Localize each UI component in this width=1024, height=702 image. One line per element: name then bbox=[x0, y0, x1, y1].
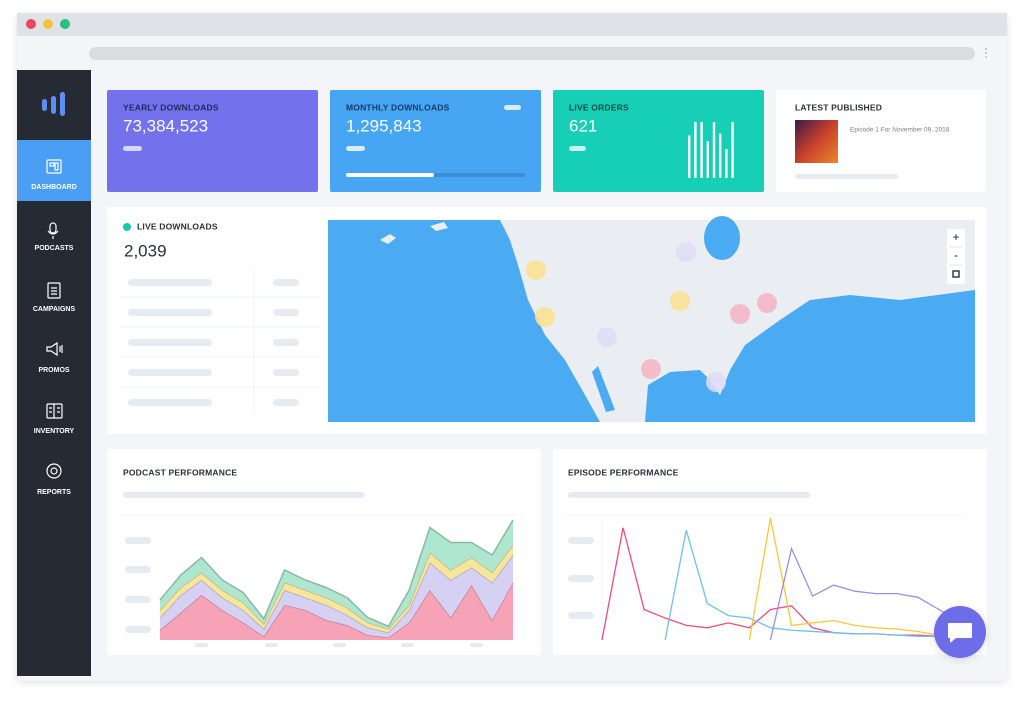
nav-label[interactable]: PODCASTS bbox=[35, 245, 74, 252]
area bbox=[160, 582, 513, 640]
mini-bars bbox=[688, 121, 734, 178]
nav-label[interactable]: CAMPAIGNS bbox=[33, 306, 76, 313]
nav-list: DASHBOARD PODCASTS CAMPAIGNS PROMOS INVENTOR… bbox=[31, 184, 77, 496]
card bbox=[330, 90, 541, 192]
placeholder bbox=[504, 105, 521, 110]
skeleton bbox=[120, 492, 965, 647]
card-title: MONTHLY DOWNLOADS bbox=[346, 102, 450, 112]
close-button[interactable] bbox=[26, 19, 36, 29]
nav-icons bbox=[46, 159, 63, 479]
area bbox=[160, 520, 513, 629]
card-title: YEARLY DOWNLOADS bbox=[123, 102, 219, 112]
nav-label[interactable]: DASHBOARD bbox=[31, 184, 77, 191]
live-indicator bbox=[123, 223, 131, 231]
skeleton-table bbox=[122, 270, 318, 414]
maximize-button[interactable] bbox=[60, 19, 70, 29]
card-value: 2,039 bbox=[124, 241, 167, 260]
mini-bar bbox=[700, 121, 703, 178]
logo bbox=[42, 92, 65, 116]
minimize-button[interactable] bbox=[43, 19, 53, 29]
chart-title: EPISODE PERFORMANCE bbox=[568, 467, 679, 477]
placeholder bbox=[795, 174, 898, 179]
mini-bar bbox=[731, 121, 734, 178]
line bbox=[748, 517, 961, 641]
nav-label[interactable]: INVENTORY bbox=[34, 428, 75, 435]
mini-bar bbox=[725, 149, 728, 178]
card-title: LIVE ORDERS bbox=[569, 102, 629, 112]
mini-bar bbox=[694, 121, 697, 178]
card-value: 73,384,523 bbox=[123, 116, 208, 135]
card bbox=[553, 449, 987, 655]
card-value: 1,295,843 bbox=[346, 116, 422, 135]
progress-fill bbox=[346, 173, 434, 177]
mini-bar bbox=[688, 135, 691, 178]
line bbox=[664, 530, 961, 641]
address-bar[interactable] bbox=[89, 47, 975, 60]
card bbox=[776, 90, 986, 192]
map[interactable] bbox=[328, 216, 975, 422]
mini-bar bbox=[712, 121, 716, 178]
zoom-in[interactable]: + bbox=[952, 230, 959, 244]
nav-label[interactable]: REPORTS bbox=[37, 489, 71, 496]
line bbox=[769, 546, 961, 641]
card bbox=[107, 90, 318, 192]
card-value: 621 bbox=[569, 116, 597, 135]
chart-title: PODCAST PERFORMANCE bbox=[123, 467, 237, 477]
placeholder bbox=[346, 146, 365, 151]
placeholder bbox=[569, 146, 586, 151]
card-title: LATEST PUBLISHED bbox=[795, 102, 882, 112]
mini-bar bbox=[706, 141, 709, 178]
episode-thumbnail[interactable] bbox=[795, 120, 838, 163]
mini-bar bbox=[719, 133, 722, 178]
card bbox=[553, 90, 764, 192]
area-edge bbox=[159, 519, 514, 628]
episode-title[interactable]: Episode 1 For November 09, 2018 bbox=[850, 127, 950, 134]
nav-label[interactable]: PROMOS bbox=[38, 367, 69, 374]
active-nav-item[interactable] bbox=[17, 140, 91, 201]
charts bbox=[159, 517, 961, 641]
chat-icon bbox=[948, 623, 972, 643]
placeholder bbox=[123, 146, 142, 151]
title-bar bbox=[17, 13, 1007, 36]
card-title: LIVE DOWNLOADS bbox=[137, 221, 218, 231]
zoom-out[interactable]: - bbox=[954, 248, 958, 262]
